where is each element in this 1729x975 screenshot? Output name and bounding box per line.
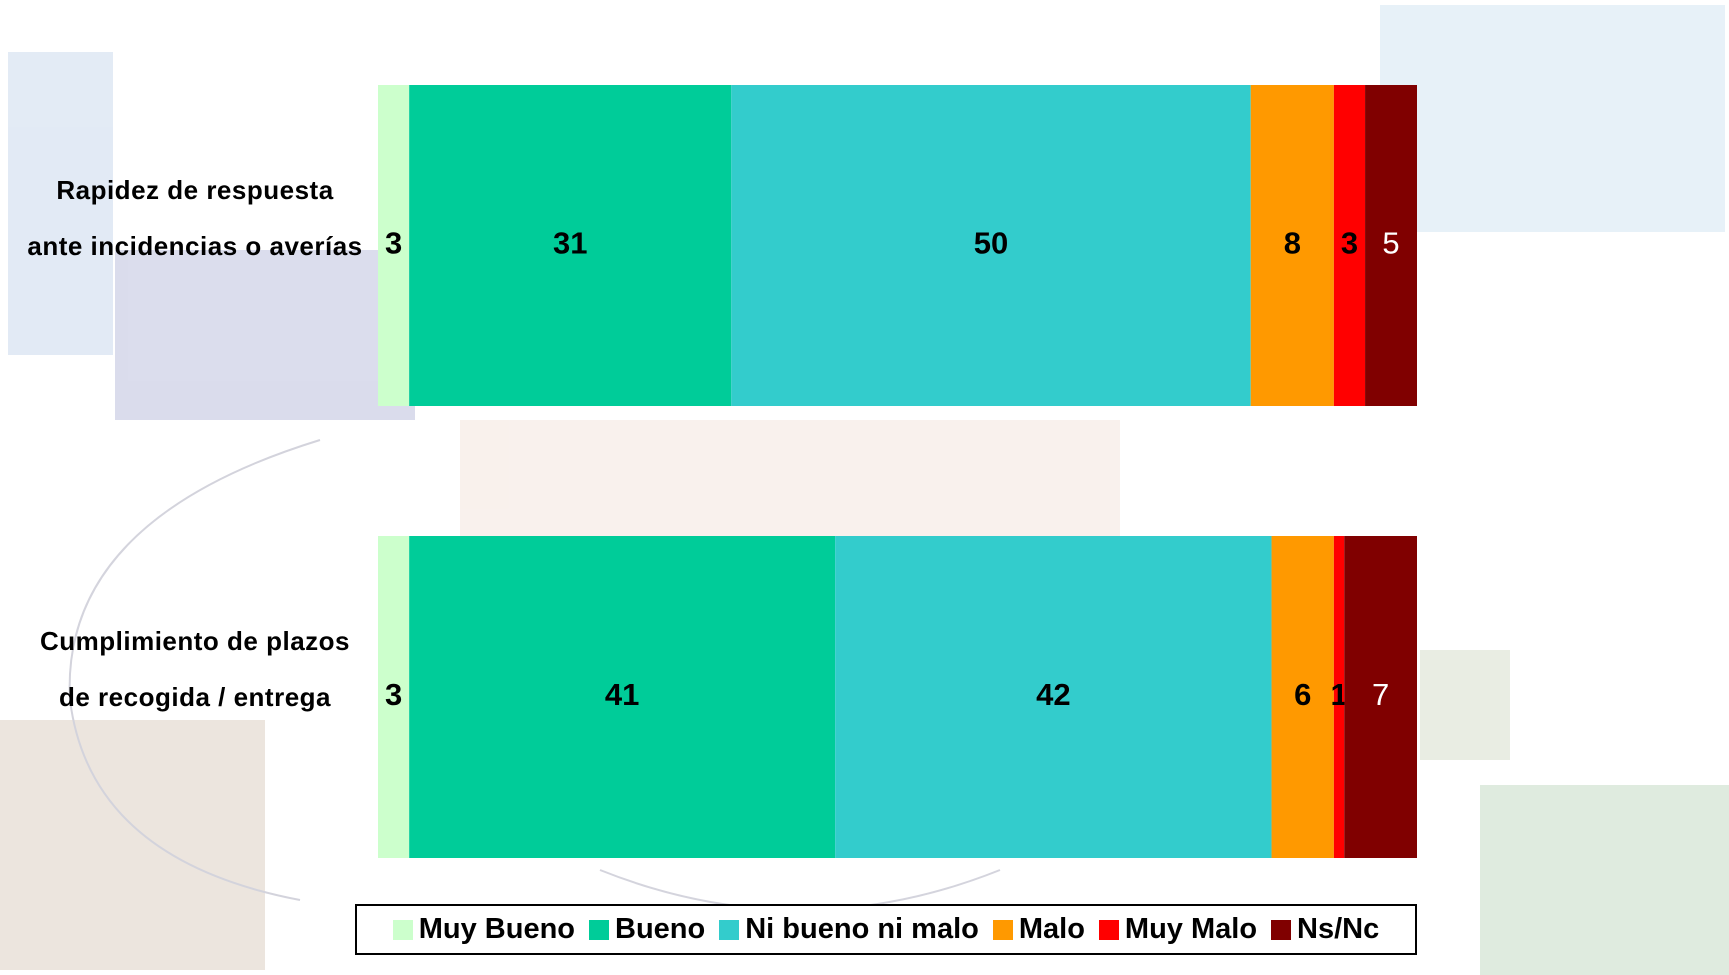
legend-swatch	[392, 919, 413, 940]
bar-segment	[1271, 536, 1334, 858]
bar-segment	[378, 536, 410, 858]
legend-label: Muy Malo	[1124, 913, 1258, 945]
value-label: 1	[1330, 677, 1347, 712]
legend-swatch	[1271, 919, 1292, 940]
bar-segment	[378, 85, 410, 406]
legend-entry: Muy Malo	[1098, 913, 1258, 946]
legend-label: Ni bueno ni malo	[745, 913, 979, 945]
legend: Muy Bueno Bueno Ni bueno ni malo Malo Muy Ma…	[355, 904, 1417, 955]
bar-segment	[409, 85, 732, 406]
bar-segment	[1365, 85, 1417, 406]
bar-segment	[409, 536, 836, 858]
legend-swatch	[589, 919, 610, 940]
category-label: Cumplimiento de plazos de recogida / ent…	[39, 626, 351, 712]
value-label: 3	[385, 226, 402, 261]
legend-label: Muy Bueno	[418, 913, 576, 945]
legend-label: Malo	[1018, 913, 1085, 945]
bar-segment	[731, 85, 1251, 406]
background-photos	[0, 5, 1729, 975]
legend-swatch	[1098, 919, 1119, 940]
value-label: 6	[1294, 677, 1311, 712]
bar-segment	[1344, 536, 1417, 858]
legend-swatch	[719, 919, 740, 940]
legend-label: Bueno	[615, 913, 706, 945]
legend-entry: Ni bueno ni malo	[719, 913, 979, 946]
legend-entry: Bueno	[589, 913, 705, 946]
value-label: 3	[1341, 226, 1358, 261]
bar-segment	[1250, 85, 1334, 406]
bar-segment	[1333, 536, 1345, 858]
legend-label: Ns/Nc	[1297, 913, 1380, 945]
value-label: 41	[605, 677, 639, 712]
value-label: 50	[974, 226, 1008, 261]
legend-entry: Ns/Nc	[1271, 913, 1379, 946]
value-label: 5	[1382, 226, 1399, 261]
category-label: Rapidez de respuesta ante incidencias o …	[27, 174, 363, 261]
value-label: 7	[1372, 677, 1389, 712]
value-label: 31	[553, 226, 587, 261]
value-label: 8	[1284, 226, 1301, 261]
legend-entry: Malo	[992, 913, 1085, 946]
bar-segment	[835, 536, 1272, 858]
value-label: 3	[385, 677, 402, 712]
bar-segment	[1333, 85, 1366, 406]
legend-swatch	[992, 919, 1013, 940]
value-label: 42	[1036, 677, 1070, 712]
legend-entry: Muy Bueno	[392, 913, 576, 946]
